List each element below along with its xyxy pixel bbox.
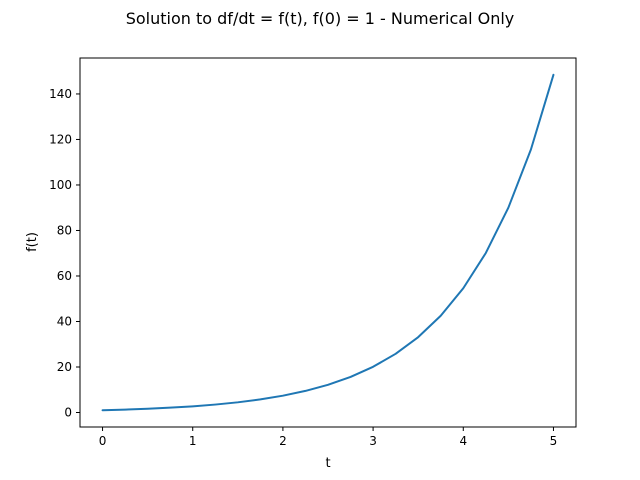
chart-title: Solution to df/dt = f(t), f(0) = 1 - Num… [126,9,515,28]
y-tick-label: 80 [57,223,72,237]
x-tick-label: 1 [189,434,197,448]
x-tick-label: 5 [550,434,558,448]
y-tick-label: 40 [57,314,72,328]
x-axis-label: t [325,456,330,471]
y-tick-label: 20 [57,360,72,374]
y-tick-label: 60 [57,269,72,283]
y-tick-label: 120 [49,132,72,146]
x-tick-label: 4 [459,434,467,448]
y-tick-label: 140 [49,87,72,101]
plot-frame [79,57,577,428]
x-tick-label: 2 [279,434,287,448]
series-line-0 [101,73,555,412]
y-axis-label: f(t) [25,232,40,252]
plot-area: 0 1 2 3 4 5 0 20 40 60 80 100 120 140 [49,57,577,448]
y-tick-label: 100 [49,178,72,192]
x-tick-label: 3 [369,434,377,448]
x-tick-label: 0 [99,434,107,448]
y-tick-label: 0 [64,406,72,420]
